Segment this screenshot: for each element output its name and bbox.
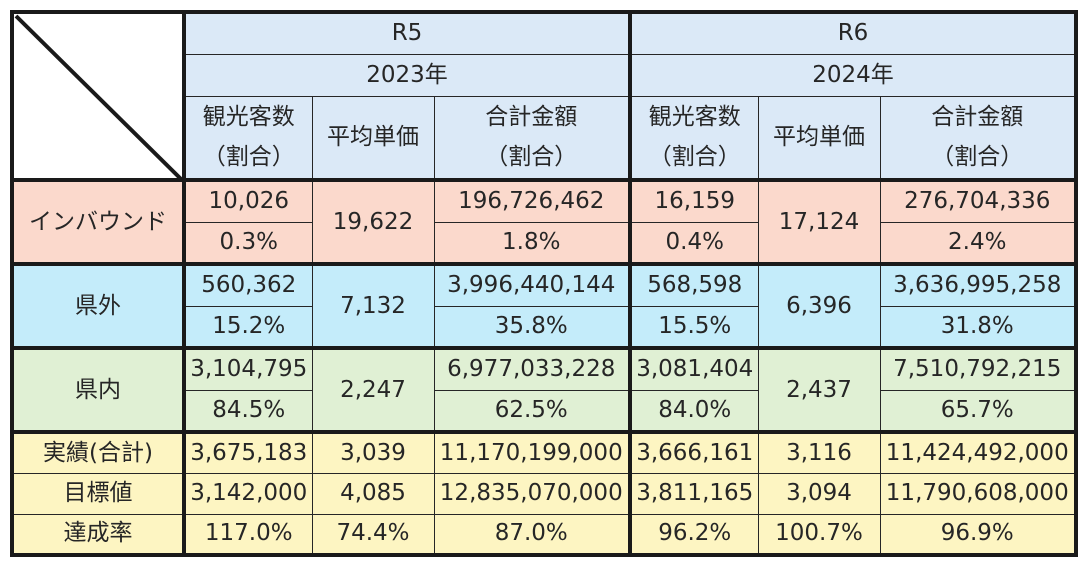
r5-total: 87.0% xyxy=(433,513,632,557)
header-line: （割合） xyxy=(648,144,741,171)
r6-visitors-header: 観光客数 （割合） xyxy=(629,95,759,182)
r5-visitors: 3,104,795 xyxy=(183,347,313,391)
r5-total-ratio: 35.8% xyxy=(433,305,632,350)
r5-visitors-ratio: 84.5% xyxy=(183,389,313,434)
header-line: 観光客数 xyxy=(202,104,295,131)
r6-total-ratio: 2.4% xyxy=(879,221,1078,266)
r5-avg: 4,085 xyxy=(311,472,435,515)
r6-visitors: 16,159 xyxy=(629,179,759,223)
r5-avg: 7,132 xyxy=(311,263,435,350)
r6-visitors: 3,811,165 xyxy=(629,472,759,515)
r6-total: 11,790,608,000 xyxy=(879,472,1078,515)
r6-total: 7,510,792,215 xyxy=(879,347,1078,391)
r6-visitors: 568,598 xyxy=(629,263,759,307)
r6-visitors-ratio: 0.4% xyxy=(629,221,759,266)
r6-visitors-ratio: 15.5% xyxy=(629,305,759,350)
table-row: 目標値 3,142,000 4,085 12,835,070,000 3,811… xyxy=(10,472,1078,515)
r5-visitors-ratio: 0.3% xyxy=(183,221,313,266)
r5-avg: 3,039 xyxy=(311,431,435,474)
diagonal-line-icon xyxy=(16,16,180,176)
r5-avg-header: 平均単価 xyxy=(311,95,435,182)
r6-avg-header: 平均単価 xyxy=(757,95,881,182)
r6-visitors: 3,666,161 xyxy=(629,431,759,474)
table-row: 県内 3,104,795 2,247 6,977,033,228 3,081,4… xyxy=(10,347,1078,434)
table-row: 実績(合計) 3,675,183 3,039 11,170,199,000 3,… xyxy=(10,431,1078,474)
r5-total-ratio: 62.5% xyxy=(433,389,632,434)
r5-total-header: 合計金額 （割合） xyxy=(433,95,632,182)
r5-total: 11,170,199,000 xyxy=(433,431,632,474)
r5-total: 3,996,440,144 xyxy=(433,263,632,307)
r6-total: 276,704,336 xyxy=(879,179,1078,223)
r5-total: 6,977,033,228 xyxy=(433,347,632,391)
r5-visitors-ratio: 15.2% xyxy=(183,305,313,350)
summary-label: 実績(合計) xyxy=(10,431,186,474)
r6-avg: 3,094 xyxy=(757,472,881,515)
r5-visitors: 560,362 xyxy=(183,263,313,307)
r6-avg: 17,124 xyxy=(757,179,881,266)
r5-visitors: 3,675,183 xyxy=(183,431,313,474)
r6-visitors: 96.2% xyxy=(629,513,759,557)
category-label: インバウンド xyxy=(10,179,186,266)
summary-label: 目標値 xyxy=(10,472,186,515)
r6-avg: 6,396 xyxy=(757,263,881,350)
header-line: 合計金額 xyxy=(931,104,1024,131)
table-row: 達成率 117.0% 74.4% 87.0% 96.2% 100.7% 96.9… xyxy=(10,513,1078,557)
r5-era-header: R5 xyxy=(183,10,632,55)
r5-visitors: 10,026 xyxy=(183,179,313,223)
r6-visitors-ratio: 84.0% xyxy=(629,389,759,434)
r6-total: 3,636,995,258 xyxy=(879,263,1078,307)
header-line: （割合） xyxy=(931,144,1024,171)
table-row: 84.5% 62.5% 84.0% 65.7% xyxy=(12,389,1078,434)
category-label: 県外 xyxy=(10,263,186,350)
table-row: 15.2% 35.8% 15.5% 31.8% xyxy=(12,305,1078,350)
r6-total-ratio: 31.8% xyxy=(879,305,1078,350)
r5-avg: 74.4% xyxy=(311,513,435,557)
r5-avg: 2,247 xyxy=(311,347,435,434)
table-row: 県外 560,362 7,132 3,996,440,144 568,598 6… xyxy=(10,263,1078,350)
r5-year-header: 2023年 xyxy=(183,53,632,97)
r6-total-header: 合計金額 （割合） xyxy=(879,95,1078,182)
table-row: インバウンド 10,026 19,622 196,726,462 16,159 … xyxy=(10,179,1078,266)
r6-total: 11,424,492,000 xyxy=(879,431,1078,474)
r5-visitors-header: 観光客数 （割合） xyxy=(183,95,313,182)
category-label: 県内 xyxy=(10,347,186,434)
r6-visitors: 3,081,404 xyxy=(629,347,759,391)
tourism-table: R5 R6 2023年 2024年 観光客数 （割合） 平均単価 合計金額 （割… xyxy=(10,10,1078,557)
header-line: 合計金額 xyxy=(485,104,578,131)
r5-total: 12,835,070,000 xyxy=(433,472,632,515)
r5-avg: 19,622 xyxy=(311,179,435,266)
header-line: （割合） xyxy=(202,144,295,171)
corner-diagonal-cell xyxy=(10,10,186,182)
r6-avg: 100.7% xyxy=(757,513,881,557)
r6-year-header: 2024年 xyxy=(629,53,1078,97)
header-line: （割合） xyxy=(485,144,578,171)
summary-label: 達成率 xyxy=(10,513,186,557)
r5-visitors: 3,142,000 xyxy=(183,472,313,515)
r6-total-ratio: 65.7% xyxy=(879,389,1078,434)
r5-total-ratio: 1.8% xyxy=(433,221,632,266)
header-line: 観光客数 xyxy=(648,104,741,131)
r5-visitors: 117.0% xyxy=(183,513,313,557)
r6-avg: 3,116 xyxy=(757,431,881,474)
r6-total: 96.9% xyxy=(879,513,1078,557)
table-row: 0.3% 1.8% 0.4% 2.4% xyxy=(12,221,1078,266)
r5-total: 196,726,462 xyxy=(433,179,632,223)
r6-era-header: R6 xyxy=(629,10,1078,55)
r6-avg: 2,437 xyxy=(757,347,881,434)
